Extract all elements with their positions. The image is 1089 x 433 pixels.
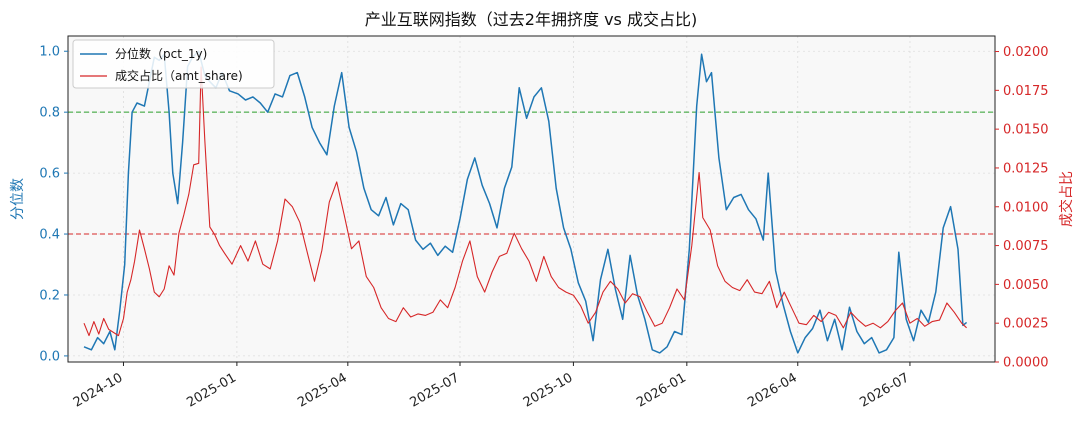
right-tick-label: 0.0150 (1003, 123, 1049, 138)
right-tick-label: 0.0000 (1003, 356, 1049, 371)
right-tick-label: 0.0125 (1003, 161, 1049, 176)
x-tick-label: 2026-07 (857, 370, 912, 410)
legend-box (72, 39, 275, 89)
left-axis: 0.0 0.2 0.4 0.6 0.8 1.0 (39, 45, 68, 364)
right-tick-label: 0.0200 (1003, 45, 1049, 60)
grid (68, 36, 995, 362)
x-tick-label: 2025-01 (184, 370, 239, 410)
right-axis-label: 成交占比 (1058, 171, 1075, 227)
right-tick-label: 0.0100 (1003, 200, 1049, 215)
left-tick-label: 0.4 (39, 228, 60, 243)
x-tick-label: 2025-10 (521, 370, 576, 410)
left-tick-label: 1.0 (39, 45, 60, 60)
x-tick-label: 2026-01 (634, 370, 689, 410)
legend-entry-pct: 分位数（pct_1y) (115, 46, 207, 61)
legend: 分位数（pct_1y) 成交占比（amt_share) (72, 39, 275, 89)
left-tick-label: 0.0 (39, 349, 60, 364)
right-axis: 0.0000 0.0025 0.0050 0.0075 0.0100 0.0125 0.01… (995, 45, 1049, 371)
legend-entry-amt: 成交占比（amt_share) (115, 68, 243, 83)
plot-area (68, 36, 995, 362)
left-tick-label: 0.8 (39, 106, 60, 121)
left-tick-label: 0.2 (39, 288, 60, 303)
left-tick-label: 0.6 (39, 167, 60, 182)
right-tick-label: 0.0175 (1003, 84, 1049, 99)
right-tick-label: 0.0075 (1003, 239, 1049, 254)
series-line-amt (83, 66, 967, 337)
x-tick-label: 2026-04 (745, 370, 800, 410)
chart-title: 产业互联网指数（过去2年拥挤度 vs 成交占比) (365, 10, 697, 29)
reference-lines (68, 111, 995, 235)
x-tick-label: 2025-07 (407, 370, 462, 410)
x-tick-label: 2024-10 (71, 370, 126, 410)
right-tick-label: 0.0050 (1003, 278, 1049, 293)
right-tick-label: 0.0025 (1003, 317, 1049, 332)
x-axis: 2024-10 2025-01 2025-04 2025-07 2025-10 2026-… (71, 362, 912, 411)
x-tick-label: 2025-04 (295, 370, 350, 410)
left-axis-label: 分位数 (10, 178, 26, 220)
plot-frame (67, 35, 996, 363)
